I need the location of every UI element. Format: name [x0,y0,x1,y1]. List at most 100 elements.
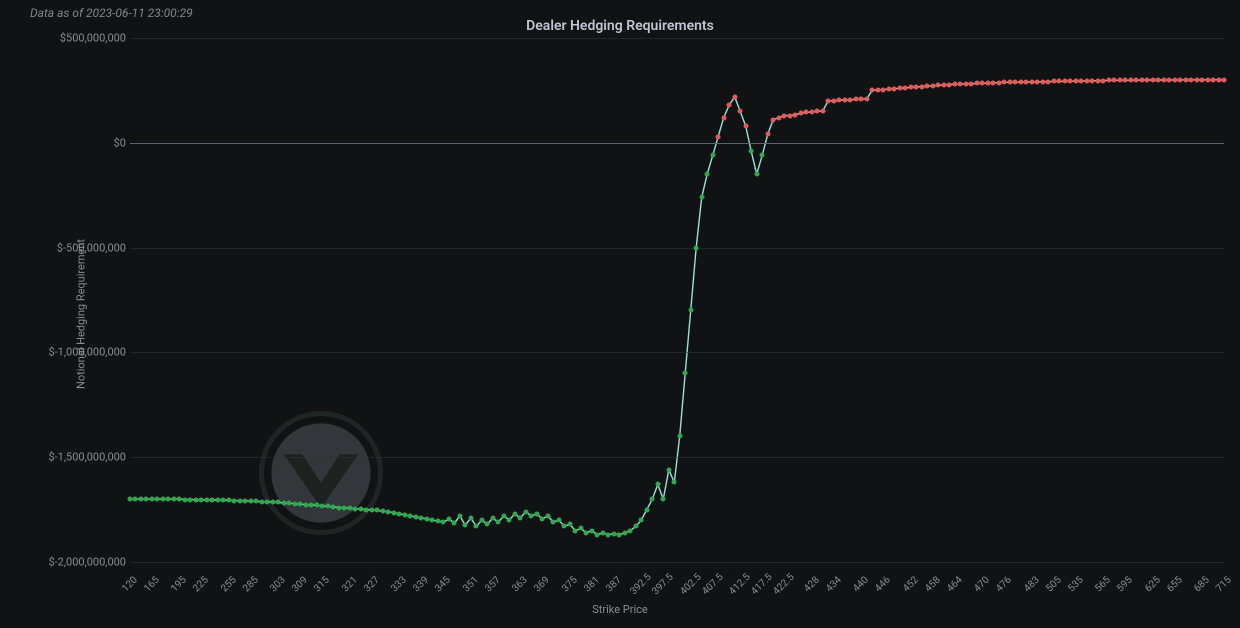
data-point [859,96,864,101]
data-point [518,515,523,520]
x-tick-label: 392.5 [628,572,654,598]
data-point [1029,79,1034,84]
data-point [155,497,160,502]
data-point [1007,80,1012,85]
data-point [727,103,732,108]
data-point [705,172,710,177]
data-point [1018,80,1023,85]
data-point [991,80,996,85]
x-axis-title: Strike Price [0,603,1240,616]
data-point [743,124,748,129]
data-point [1057,79,1062,84]
x-tick-label: 357 [483,575,503,595]
data-point [787,113,792,118]
data-point [166,497,171,502]
data-point [325,504,330,509]
data-point [133,497,138,502]
data-point [375,508,380,513]
gridline [130,457,1224,458]
data-point [721,115,726,120]
data-point [699,195,704,200]
data-point [386,509,391,514]
data-point [380,509,385,514]
x-tick-label: 381 [582,575,602,595]
data-point [1101,78,1106,83]
data-point [463,523,468,528]
data-point [1128,78,1133,83]
data-point [144,497,149,502]
data-point [584,530,589,535]
x-tick-label: 351 [461,575,481,595]
data-point [353,506,358,511]
x-tick-label: 345 [433,575,453,595]
data-point [221,498,226,503]
data-point [595,532,600,537]
data-point [666,467,671,472]
data-point [963,81,968,86]
x-tick-label: 397.5 [650,572,676,598]
data-point [842,97,847,102]
data-point [875,87,880,92]
data-point [765,132,770,137]
x-tick-label: 715 [1214,575,1234,595]
data-point [716,134,721,139]
data-point [485,522,490,527]
data-point [1095,78,1100,83]
data-point [314,503,319,508]
x-tick-label: 195 [170,575,190,595]
data-point [897,86,902,91]
data-point [446,517,451,522]
data-point [1211,77,1216,82]
data-point [523,509,528,514]
gridline [130,248,1224,249]
data-point [925,84,930,89]
y-tick-label: $0 [46,136,126,149]
data-point [391,510,396,515]
gridline [130,38,1224,39]
data-point [248,499,253,504]
data-point [760,153,765,158]
x-tick-label: 407.5 [700,572,726,598]
data-point [243,499,248,504]
x-tick-label: 470 [972,575,992,595]
data-point [193,497,198,502]
data-point [501,513,506,518]
data-point [1106,78,1111,83]
data-point [270,500,275,505]
data-point [408,513,413,518]
data-point [276,500,281,505]
data-point [754,172,759,177]
data-point [265,499,270,504]
data-point [138,497,143,502]
x-tick-label: 625 [1143,575,1163,595]
data-point [1183,77,1188,82]
y-tick-label: $500,000,000 [46,32,126,45]
data-point [589,528,594,533]
data-point [507,518,512,523]
data-point [1040,79,1045,84]
x-tick-label: 285 [241,575,261,595]
data-point [336,505,341,510]
data-point [622,530,627,535]
x-tick-label: 165 [142,575,162,595]
data-point [171,497,176,502]
x-tick-label: 120 [120,575,140,595]
data-point [853,97,858,102]
data-point [1216,77,1221,82]
data-point [1013,80,1018,85]
data-point [848,97,853,102]
data-point [1172,77,1177,82]
data-point [534,511,539,516]
data-point [1046,79,1051,84]
data-point [1134,78,1139,83]
x-tick-label: 303 [269,575,289,595]
data-point [1035,79,1040,84]
x-tick-label: 333 [390,575,410,595]
data-point [1139,78,1144,83]
data-point [232,498,237,503]
data-point [474,524,479,529]
data-point [578,526,583,531]
data-point [281,500,286,505]
x-tick-label: 440 [851,575,871,595]
x-tick-label: 565 [1093,575,1113,595]
